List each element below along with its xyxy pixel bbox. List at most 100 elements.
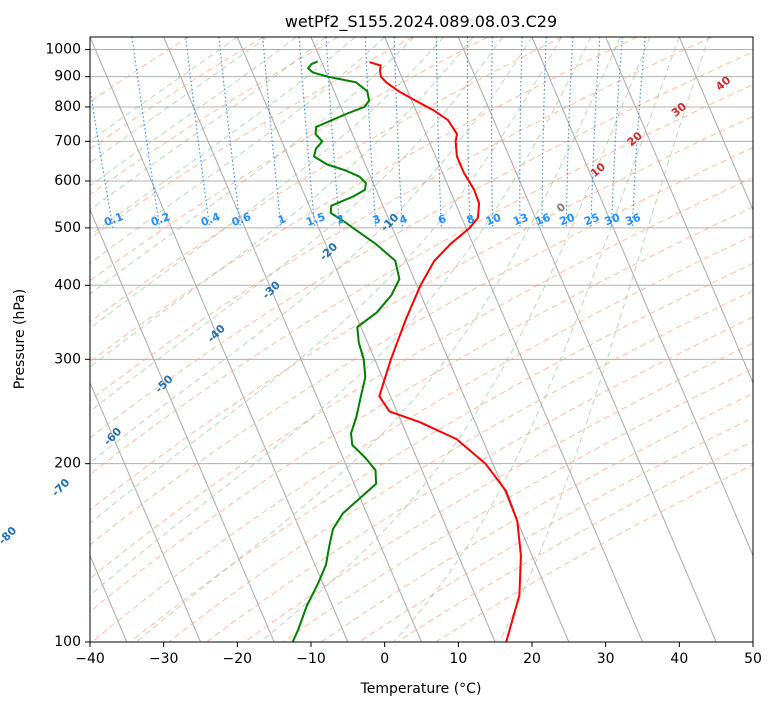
moist-adiabat-line — [90, 37, 503, 412]
moist-adiabat-line — [90, 37, 268, 164]
dry-adiabat-line — [244, 342, 753, 642]
moist-adiabat-label: 10 — [588, 160, 608, 180]
y-tick-label: 700 — [54, 133, 81, 149]
dry-adiabat-line — [282, 367, 753, 642]
dry-adiabat-line — [90, 177, 753, 580]
y-tick-label: 100 — [54, 634, 81, 650]
mixing-ratio-label: 20 — [558, 211, 577, 229]
mixing-ratio-line — [364, 37, 377, 228]
x-axis: −40 −30 −20 −10 0 10 20 30 40 50 — [75, 642, 762, 667]
dry-adiabat-line — [435, 464, 753, 642]
y-tick-label: 500 — [54, 220, 81, 236]
temperature-profile-line — [369, 61, 522, 642]
dry-adiabat-line — [90, 37, 190, 103]
mixing-ratio-label: 3 — [371, 212, 383, 227]
isotherm-label: -50 — [152, 372, 175, 395]
isotherm-line — [457, 37, 717, 642]
dry-adiabat-line — [90, 51, 753, 439]
mixing-ratio-label: 13 — [511, 211, 530, 228]
dry-adiabat-line — [359, 417, 753, 642]
x-tick-label: 10 — [449, 651, 467, 667]
moist-adiabat-line — [90, 37, 474, 368]
data-layer — [291, 60, 522, 642]
mixing-ratio-label: 8 — [465, 212, 477, 227]
mixing-ratio-label: 36 — [624, 211, 643, 229]
moist-adiabat-line — [393, 37, 680, 642]
mixing-ratio-line — [185, 37, 211, 228]
y-tick-label: 400 — [54, 277, 81, 293]
y-tick-label: 1000 — [45, 42, 81, 58]
plot-frame — [89, 36, 754, 643]
x-tick-label: 50 — [744, 651, 762, 667]
mixing-ratio-label: 25 — [582, 211, 601, 228]
moist-adiabat-label: 20 — [625, 129, 645, 149]
y-tick-label: 200 — [54, 456, 81, 472]
dry-adiabat-line — [168, 290, 753, 642]
isotherm-line — [90, 37, 349, 642]
x-tick-label: −10 — [296, 651, 326, 667]
moist-adiabat-label: 30 — [669, 100, 689, 120]
dry-adiabat-line — [90, 84, 753, 476]
isotherm-line — [90, 208, 275, 642]
mixing-ratio-label: 0.4 — [199, 210, 222, 229]
mixing-ratio-label: 0.6 — [230, 210, 253, 229]
dry-adiabat-line — [90, 37, 638, 363]
mixing-ratio-label: 16 — [533, 211, 552, 229]
mixing-ratio-label: 4 — [397, 212, 409, 227]
line-labels: -100-90-80-70-60-50-40-30-20-100.10.20.4… — [0, 73, 734, 547]
x-tick-label: 0 — [380, 651, 389, 667]
mixing-ratio-label: 0.2 — [149, 210, 172, 229]
x-tick-label: −40 — [75, 651, 105, 667]
x-tick-label: −20 — [223, 651, 253, 667]
dry-adiabat-line — [90, 146, 753, 546]
moist-adiabat-line — [260, 37, 651, 642]
mixing-ratio-line — [218, 37, 242, 228]
x-tick-label: 40 — [670, 651, 688, 667]
mixing-ratio-label: 2 — [335, 212, 347, 227]
mixing-ratio-label: 0.1 — [102, 210, 125, 229]
mixing-ratio-label: 10 — [484, 211, 503, 229]
isotherm-label: -70 — [49, 476, 72, 499]
x-tick-label: 30 — [597, 651, 615, 667]
y-axis: 1000 900 800 700 600 500 400 300 200 100 — [45, 42, 90, 650]
isotherm-label: -30 — [260, 278, 283, 301]
mixing-ratio-label: 1.5 — [304, 210, 327, 229]
moist-adiabat-line — [90, 37, 386, 264]
mixing-ratio-line — [519, 37, 523, 228]
moist-adiabat-line — [90, 37, 356, 237]
isotherm-line — [384, 37, 643, 642]
moist-adiabat-line — [90, 37, 533, 464]
mixing-ratio-line — [590, 37, 601, 228]
dry-adiabat-line — [206, 316, 753, 642]
dry-adiabat-line — [91, 235, 753, 642]
moist-adiabat-line — [90, 37, 415, 295]
dry-adiabat-line — [90, 37, 488, 282]
isotherm-label: -60 — [101, 425, 124, 448]
moist-adiabat-line — [90, 37, 562, 524]
isotherm-line — [90, 381, 201, 642]
dry-adiabat-line — [90, 37, 563, 323]
mixing-ratio-line — [435, 37, 442, 228]
dry-adiabat-line — [90, 37, 339, 196]
dry-adiabat-line — [90, 37, 712, 401]
x-axis-label: Temperature (°C) — [360, 681, 482, 697]
mixing-ratio-line — [131, 37, 161, 228]
isotherm-line — [163, 37, 422, 642]
isotherm-label: -80 — [0, 524, 19, 547]
mixing-ratio-label: 1 — [276, 212, 288, 227]
y-tick-label: 900 — [54, 69, 81, 85]
x-tick-label: 20 — [523, 651, 541, 667]
dry-adiabat-line — [90, 37, 414, 239]
y-axis-label: Pressure (hPa) — [12, 289, 28, 389]
moist-adiabat-line — [90, 37, 444, 329]
isotherm-label: -40 — [205, 322, 228, 345]
dry-adiabat-line — [90, 116, 753, 511]
dewpoint-profile-line — [291, 60, 401, 642]
isotherm-line — [605, 37, 753, 384]
mixing-ratio-line — [565, 37, 574, 228]
mixing-ratio-line — [90, 85, 114, 228]
y-tick-label: 300 — [54, 351, 81, 367]
isotherm-line — [236, 37, 496, 642]
y-tick-label: 600 — [54, 173, 81, 189]
